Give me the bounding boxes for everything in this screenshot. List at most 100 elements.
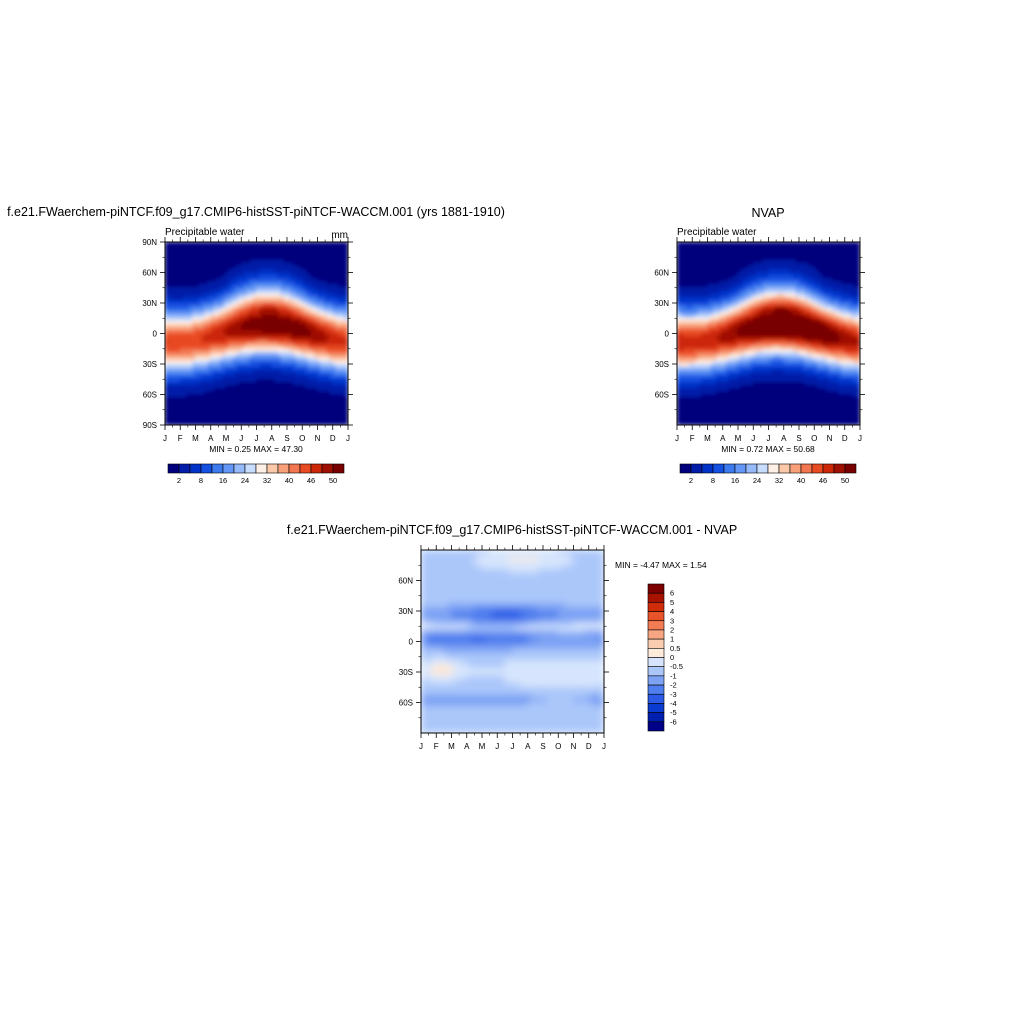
contour-cell	[256, 247, 260, 252]
contour-cell	[341, 375, 346, 380]
contour-cell	[271, 421, 276, 425]
contour-cell	[320, 388, 324, 392]
contour-cell	[722, 372, 727, 377]
contour-cell	[725, 287, 730, 292]
contour-cell	[262, 385, 266, 389]
contour-cell	[728, 311, 733, 316]
contour-cell	[308, 256, 312, 261]
contour-cell	[341, 421, 346, 425]
contour-cell	[704, 266, 708, 270]
contour-cell	[170, 293, 175, 298]
contour-cell	[698, 266, 702, 270]
contour-cell	[253, 284, 257, 289]
contour-cell	[250, 351, 254, 356]
contour-cell	[679, 305, 684, 310]
contour-cell	[698, 256, 702, 261]
contour-cell	[186, 406, 190, 411]
contour-cell	[314, 284, 318, 289]
contour-cell	[207, 421, 212, 425]
contour-cell	[688, 256, 693, 261]
contour-cell	[219, 388, 224, 392]
contour-cell	[198, 345, 202, 350]
contour-cell	[207, 305, 212, 310]
contour-cell	[338, 418, 343, 423]
contour-cell	[731, 260, 736, 264]
contour-cell	[207, 302, 212, 307]
contour-cell	[240, 400, 245, 404]
contour-cell	[173, 412, 178, 417]
contour-cell	[341, 382, 346, 386]
contour-cell	[192, 272, 196, 276]
contour-cell	[198, 290, 202, 295]
contour-cell	[173, 409, 178, 414]
contour-cell	[295, 363, 300, 368]
contour-cell	[320, 278, 324, 282]
contour-cell	[192, 330, 196, 334]
contour-cell	[314, 314, 318, 319]
contour-cell	[682, 317, 687, 322]
contour-cell	[173, 363, 178, 368]
contour-cell	[234, 327, 239, 331]
contour-cell	[219, 382, 224, 386]
contour-cell	[719, 421, 724, 425]
contour-cell	[195, 375, 199, 380]
contour-cell	[286, 382, 291, 386]
contour-cell	[289, 290, 294, 295]
contour-cell	[237, 357, 242, 362]
contour-cell	[216, 311, 221, 316]
contour-cell	[341, 415, 346, 420]
contour-cell	[216, 351, 221, 356]
contour-cell	[682, 321, 687, 325]
contour-cell	[719, 406, 724, 411]
contour-cell	[734, 317, 739, 322]
contour-cell	[286, 339, 291, 343]
contour-cell	[734, 342, 739, 346]
contour-cell	[301, 409, 306, 414]
contour-cell	[677, 421, 681, 425]
contour-cell	[231, 278, 236, 282]
contour-cell	[216, 272, 221, 276]
contour-cell	[256, 293, 260, 298]
contour-cell	[256, 366, 260, 371]
contour-cell	[283, 281, 288, 285]
contour-cell	[323, 321, 327, 325]
contour-cell	[704, 388, 708, 392]
contour-cell	[213, 290, 218, 295]
contour-cell	[183, 287, 187, 292]
contour-cell	[677, 354, 681, 359]
contour-cell	[722, 400, 727, 404]
contour-cell	[701, 418, 705, 423]
contour-cell	[737, 372, 742, 377]
contour-cell	[265, 394, 269, 398]
contour-cell	[274, 293, 279, 298]
contour-cell	[713, 342, 717, 346]
contour-cell	[308, 302, 312, 307]
contour-cell	[274, 400, 279, 404]
contour-cell	[704, 314, 708, 319]
contour-cell	[311, 363, 315, 368]
contour-cell	[204, 260, 208, 264]
contour-cell	[298, 418, 303, 423]
contour-cell	[265, 330, 269, 334]
contour-cell	[195, 293, 199, 298]
contour-cell	[167, 339, 172, 343]
contour-cell	[225, 281, 230, 285]
contour-cell	[737, 242, 742, 246]
contour-cell	[186, 421, 190, 425]
contour-cell	[719, 284, 724, 289]
contour-cell	[179, 403, 184, 407]
contour-cell	[192, 253, 196, 258]
contour-cell	[292, 412, 297, 417]
contour-cell	[691, 354, 696, 359]
contour-cell	[195, 250, 199, 255]
contour-cell	[165, 242, 169, 246]
contour-cell	[329, 336, 334, 340]
contour-cell	[323, 311, 327, 316]
contour-cell	[204, 400, 208, 404]
contour-cell	[311, 348, 315, 353]
contour-cell	[274, 269, 279, 273]
contour-cell	[268, 415, 273, 420]
contour-cell	[728, 278, 733, 282]
contour-cell	[295, 348, 300, 353]
contour-cell	[231, 247, 236, 252]
